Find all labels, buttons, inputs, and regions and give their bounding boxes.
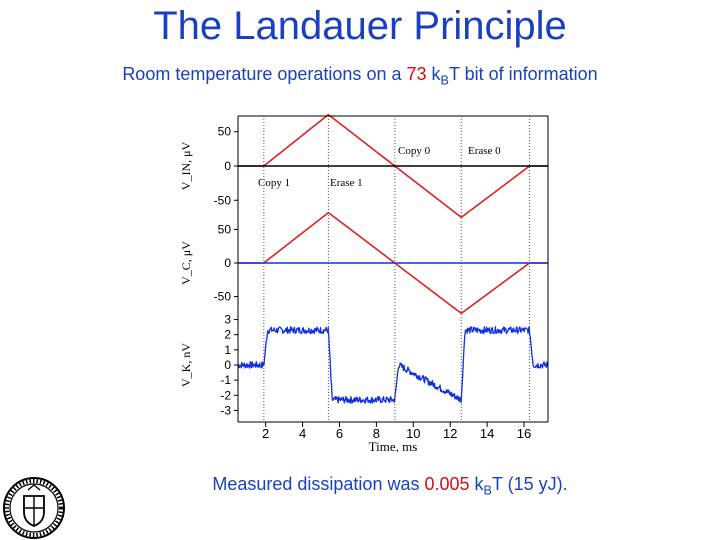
panel-vc: 50 0 -50 V_C, μV — [179, 211, 548, 315]
x-tick-label: 12 — [443, 426, 457, 441]
panel-vin: 50 0 -50 V_IN, μV Copy 1 Erase 1 Copy 0 Erase 0 — [179, 113, 548, 219]
subtitle-subscript: B — [440, 73, 449, 88]
caption-text-mid: k — [469, 474, 484, 494]
vk-y-tick-label: 1 — [224, 343, 231, 357]
caption-text-post: T (15 yJ). — [491, 474, 568, 494]
vk-y-axis-label: V_K, nV — [179, 343, 193, 387]
x-tick-label: 8 — [373, 426, 380, 441]
vin-y-tick-label: 50 — [218, 125, 232, 139]
vin-y-tick-label: -50 — [214, 193, 232, 207]
caption-subscript: B — [483, 483, 492, 498]
vin-y-tick-label: 0 — [224, 159, 231, 173]
vk-series-line — [237, 326, 549, 404]
vc-y-tick-label: 50 — [218, 222, 232, 236]
slide-subtitle: Room temperature operations on a 73 kBT … — [0, 64, 720, 88]
caption-energy-value: 0.005 — [424, 474, 470, 494]
university-seal-logo — [3, 477, 65, 539]
x-axis-label: Time, ms — [369, 439, 418, 452]
x-axis: 2 4 6 8 10 12 14 16 Time, ms — [237, 115, 549, 452]
subtitle-text-post: T bit of information — [448, 64, 598, 84]
x-tick-label: 10 — [406, 426, 420, 441]
annotation-erase-1: Erase 1 — [330, 177, 363, 189]
subtitle-energy-value: 73 — [406, 64, 427, 84]
slide-title: The Landauer Principle — [153, 4, 567, 48]
vk-y-tick-label: 3 — [224, 313, 231, 327]
vc-y-axis-label: V_C, μV — [179, 241, 193, 285]
vin-y-axis-label: V_IN, μV — [179, 141, 193, 190]
oscillogram-figure: 50 0 -50 V_IN, μV Copy 1 Erase 1 Copy 0 Erase 0… — [179, 113, 549, 452]
vk-y-tick-label: -2 — [220, 388, 231, 402]
vc-y-tick-label: -50 — [214, 290, 232, 304]
annotation-erase-0: Erase 0 — [468, 145, 501, 157]
vc-y-tick-label: 0 — [224, 256, 231, 270]
vk-y-tick-label: -3 — [220, 403, 231, 417]
caption-text-pre: Measured dissipation was — [212, 474, 425, 494]
x-tick-label: 4 — [299, 426, 306, 441]
subtitle-text-pre: Room temperature operations on a — [122, 64, 407, 84]
x-tick-label: 14 — [480, 426, 494, 441]
vk-y-tick-label: 2 — [224, 328, 231, 342]
vk-y-tick-label: -1 — [220, 373, 231, 387]
x-tick-label: 16 — [517, 426, 531, 441]
slide-caption: Measured dissipation was 0.005 kBT (15 y… — [100, 474, 680, 498]
annotation-copy-0: Copy 0 — [398, 145, 431, 157]
annotation-copy-1: Copy 1 — [258, 177, 290, 189]
x-tick-label: 6 — [336, 426, 343, 441]
subtitle-text-mid: k — [426, 64, 441, 84]
vk-y-tick-label: 0 — [224, 358, 231, 372]
x-tick-label: 2 — [262, 426, 269, 441]
